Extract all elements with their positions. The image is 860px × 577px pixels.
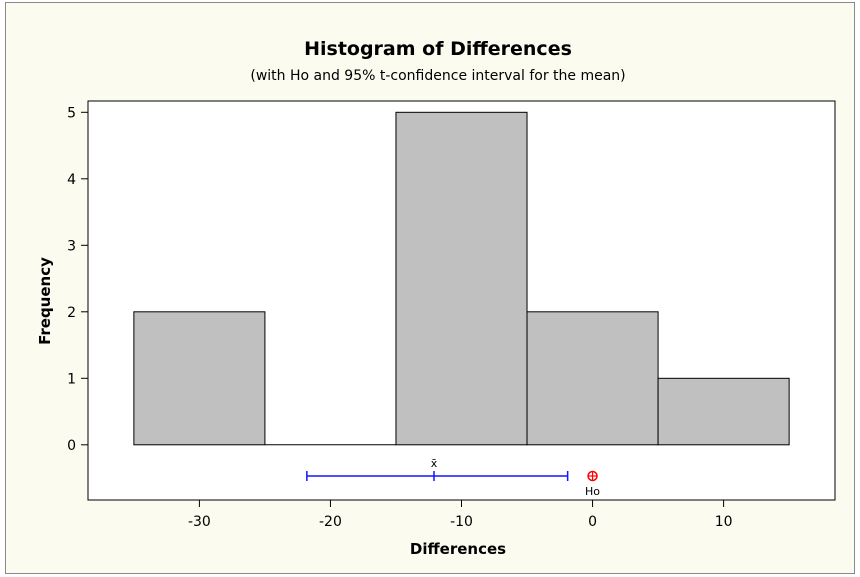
histogram-chart: Histogram of Differences (with Ho and 95… xyxy=(36,38,836,558)
chart-title: Histogram of Differences xyxy=(304,38,572,60)
x-tick-label: -30 xyxy=(188,514,211,530)
h0-label: Ho xyxy=(585,485,600,498)
y-tick-label: 3 xyxy=(67,238,76,254)
y-axis-label: Frequency xyxy=(36,257,54,345)
histogram-bars xyxy=(133,111,790,446)
x-tick-label: 10 xyxy=(715,514,733,530)
confidence-interval: x̄ xyxy=(306,457,569,481)
histogram-bar xyxy=(526,311,659,446)
x-axis: -30 -20 -10 0 10 xyxy=(188,500,733,530)
h0-marker: Ho xyxy=(585,470,600,498)
chart-subtitle: (with Ho and 95% t-confidence interval f… xyxy=(250,68,625,84)
x-tick-label: 0 xyxy=(588,514,597,530)
y-tick-label: 5 xyxy=(67,105,76,121)
y-tick-label: 1 xyxy=(67,371,76,387)
y-tick-label: 0 xyxy=(67,438,76,454)
x-tick-label: -10 xyxy=(450,514,473,530)
x-tick-label: -20 xyxy=(319,514,342,530)
y-axis: 0 1 2 3 4 5 xyxy=(67,105,88,454)
histogram-bar xyxy=(133,311,266,446)
x-axis-label: Differences xyxy=(410,540,506,558)
y-tick-label: 4 xyxy=(67,172,76,188)
mean-label: x̄ xyxy=(431,457,438,470)
y-tick-label: 2 xyxy=(67,305,76,321)
histogram-bar xyxy=(657,377,790,446)
histogram-bar xyxy=(395,111,528,446)
chart-frame: Histogram of Differences (with Ho and 95… xyxy=(5,2,855,574)
